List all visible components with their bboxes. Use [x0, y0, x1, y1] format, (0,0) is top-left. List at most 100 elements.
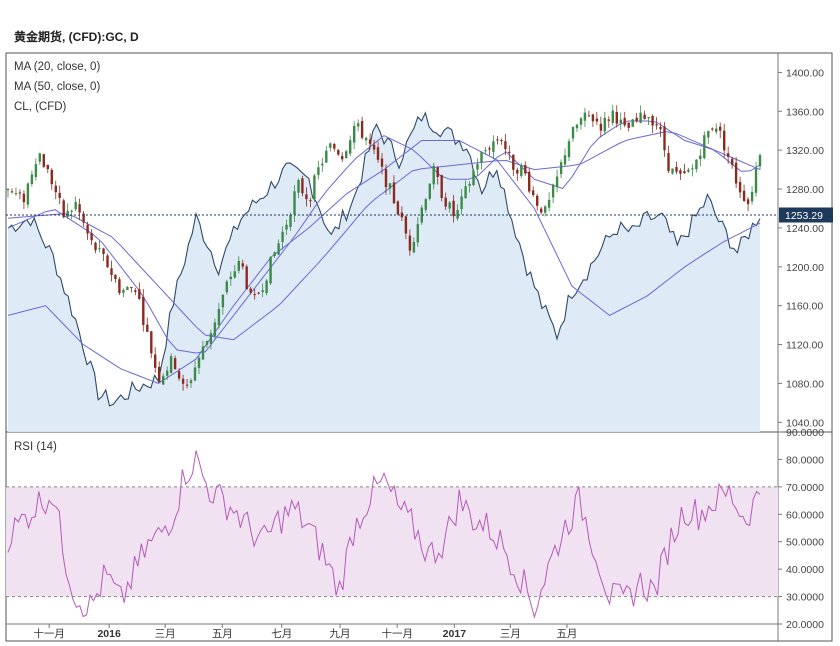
candle-body — [277, 243, 280, 255]
page-title: 黄金期货, (CFD):GC, D — [14, 30, 139, 44]
price-tick-label: 1280.00 — [786, 184, 824, 196]
candle-body — [281, 231, 284, 243]
candle-body — [408, 235, 412, 251]
candle-body — [567, 141, 571, 158]
candle-body — [595, 118, 599, 122]
candle-body — [213, 322, 217, 336]
candle-body — [253, 294, 256, 296]
candle-body — [691, 168, 694, 170]
time-tick-label: 五月 — [212, 628, 233, 640]
candle-body — [158, 366, 161, 383]
candle-body — [372, 144, 376, 150]
candle-body — [734, 162, 738, 184]
candle-body — [50, 169, 53, 185]
candle-body — [146, 324, 149, 332]
candle-body — [269, 256, 272, 284]
candle-body — [241, 263, 244, 267]
candle-body — [727, 153, 730, 157]
price-tick-label: 1080.00 — [786, 378, 824, 390]
candle-body — [189, 380, 193, 384]
candle-body — [671, 168, 674, 174]
candle-body — [424, 199, 427, 210]
candle-body — [500, 140, 503, 142]
candle-body — [639, 112, 642, 123]
candle-body — [38, 153, 41, 162]
candle-body — [412, 242, 416, 253]
candle-body — [703, 135, 706, 159]
candle-body — [138, 289, 141, 299]
candle-body — [249, 288, 252, 293]
candle-body — [221, 294, 225, 308]
legend-cl[interactable]: CL, (CFD) — [14, 101, 67, 113]
candle-body — [14, 193, 18, 195]
candle-body — [468, 183, 471, 186]
candle-body — [265, 280, 268, 294]
candle-body — [432, 165, 435, 185]
time-tick-label: 七月 — [271, 628, 292, 640]
last-price-label: 1253.29 — [785, 210, 823, 222]
candle-body — [166, 370, 169, 376]
candle-body — [229, 276, 232, 280]
candle-body — [181, 378, 185, 384]
legend-ma20[interactable]: MA (20, close, 0) — [14, 61, 100, 73]
candle-body — [675, 167, 678, 172]
cl-area — [8, 112, 760, 432]
ma50-line — [7, 131, 761, 341]
candle-body — [631, 119, 634, 127]
rsi-axis: 90.0000 80.0000 70.0000 60.0000 50.0000 40.00… — [778, 427, 824, 631]
legend-rsi[interactable]: RSI (14) — [14, 441, 57, 453]
candle-body — [404, 216, 408, 234]
rsi-band — [6, 486, 778, 597]
candle-body — [46, 164, 49, 170]
candle-body — [162, 375, 165, 385]
candle-body — [86, 224, 89, 234]
candle-body — [551, 184, 555, 198]
candle-body — [333, 144, 336, 149]
candle-body — [392, 182, 396, 204]
candle-body — [185, 384, 189, 386]
candle-body — [711, 128, 714, 130]
price-tick-label: 1200.00 — [786, 262, 824, 274]
legend-ma50[interactable]: MA (50, close, 0) — [14, 81, 100, 93]
time-tick-label: 五月 — [556, 628, 577, 640]
rsi-tick-label: 60.0000 — [786, 509, 824, 521]
candle-body — [440, 175, 443, 198]
candle-body — [177, 371, 181, 379]
candle-body — [508, 151, 511, 153]
candle-body — [655, 124, 658, 126]
candle-body — [603, 117, 606, 132]
candle-body — [313, 175, 316, 200]
rsi-tick-label: 30.0000 — [786, 592, 824, 604]
candle-body — [731, 158, 734, 165]
candle-body — [193, 367, 197, 381]
candle-body — [667, 153, 670, 172]
candle-body — [225, 281, 228, 293]
candle-body — [575, 124, 579, 129]
candle-body — [10, 191, 14, 193]
candle-body — [305, 194, 308, 200]
candle-body — [524, 165, 527, 174]
candle-body — [245, 266, 248, 290]
candle-body — [205, 341, 209, 345]
candle-body — [329, 143, 332, 148]
candle-body — [293, 191, 296, 215]
candle-body — [54, 185, 57, 193]
price-tick-label: 1320.00 — [786, 145, 824, 157]
time-tick-label: 2016 — [97, 628, 121, 640]
candle-body — [150, 331, 153, 354]
time-tick-label: 2017 — [443, 628, 467, 640]
candle-body — [476, 163, 479, 170]
candle-body — [301, 178, 304, 194]
candle-body — [643, 114, 646, 120]
candle-body — [82, 213, 85, 223]
candle-body — [94, 242, 97, 251]
rsi-tick-label: 80.0000 — [786, 454, 824, 466]
cl-ma-line — [7, 140, 761, 384]
candle-body — [209, 333, 213, 344]
candle-body — [587, 115, 591, 117]
candle-body — [357, 123, 360, 127]
candle-body — [70, 210, 73, 212]
candle-body — [134, 290, 137, 292]
candle-body — [532, 190, 535, 195]
